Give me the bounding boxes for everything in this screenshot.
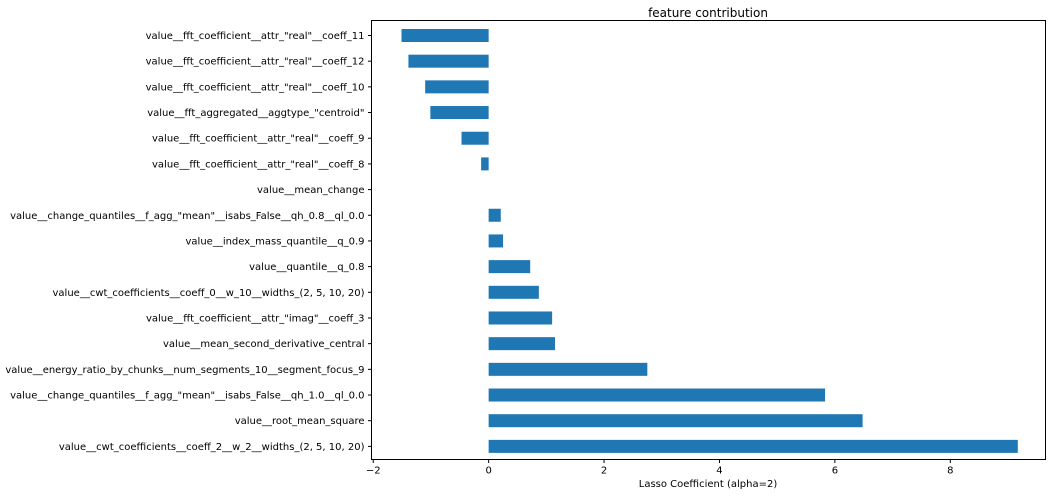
plot-area xyxy=(371,20,1046,460)
y-tick-label: value__mean_change xyxy=(257,185,364,196)
bars-group xyxy=(401,29,1018,453)
x-tick-label: 6 xyxy=(832,466,838,477)
x-axis: −2 0 2 4 6 8 xyxy=(366,459,953,477)
y-tick-label: value__cwt_coefficients__coeff_2__w_2__w… xyxy=(59,442,365,453)
y-tick-label: value__change_quantiles__f_agg_"mean"__i… xyxy=(10,211,364,222)
x-tick-label: 0 xyxy=(485,466,491,477)
x-tick-label: −2 xyxy=(366,466,381,477)
y-tick-label: value__root_mean_square xyxy=(235,416,365,427)
y-tick-label: value__fft_coefficient__attr_"real"__coe… xyxy=(152,134,365,145)
bar xyxy=(488,414,863,428)
y-tick-label: value__fft_coefficient__attr_"real"__coe… xyxy=(146,31,365,42)
bar xyxy=(408,54,489,68)
bar xyxy=(488,337,556,351)
bar xyxy=(488,234,504,248)
bar xyxy=(488,285,539,299)
y-tick-label: value__fft_coefficient__attr_"imag"__coe… xyxy=(146,313,365,324)
bar xyxy=(461,131,489,145)
bar xyxy=(488,260,531,274)
y-tick-label: value__fft_coefficient__attr_"real"__coe… xyxy=(152,159,365,170)
bar xyxy=(425,80,489,94)
bar xyxy=(488,362,648,376)
y-tick-label: value__mean_second_derivative_central xyxy=(163,339,364,350)
bar xyxy=(488,311,553,325)
bar xyxy=(488,439,1018,453)
y-tick-label: value__energy_ratio_by_chunks__num_segme… xyxy=(5,365,364,376)
y-tick-label: value__index_mass_quantile__q_0.9 xyxy=(186,236,365,247)
y-tick-label: value__fft_coefficient__attr_"real"__coe… xyxy=(146,82,365,93)
x-tick-label: 8 xyxy=(947,466,953,477)
y-tick-label: value__fft_coefficient__attr_"real"__coe… xyxy=(146,57,365,68)
y-tick-label: value__change_quantiles__f_agg_"mean"__i… xyxy=(10,391,364,402)
x-tick-label: 4 xyxy=(716,466,722,477)
bar xyxy=(401,29,489,42)
y-axis: value__fft_coefficient__attr_"real"__coe… xyxy=(5,31,372,453)
x-tick-label: 2 xyxy=(601,466,607,477)
y-tick-label: value__fft_aggregated__aggtype_"centroid… xyxy=(147,108,364,119)
bar xyxy=(481,157,489,171)
x-axis-label: Lasso Coefficient (alpha=2) xyxy=(639,479,778,490)
bar xyxy=(488,388,826,402)
y-tick-label: value__quantile__q_0.8 xyxy=(249,262,364,273)
bar xyxy=(488,208,501,222)
chart-title: feature contribution xyxy=(648,6,768,20)
bar xyxy=(430,106,489,120)
y-tick-label: value__cwt_coefficients__coeff_0__w_10__… xyxy=(53,288,365,299)
